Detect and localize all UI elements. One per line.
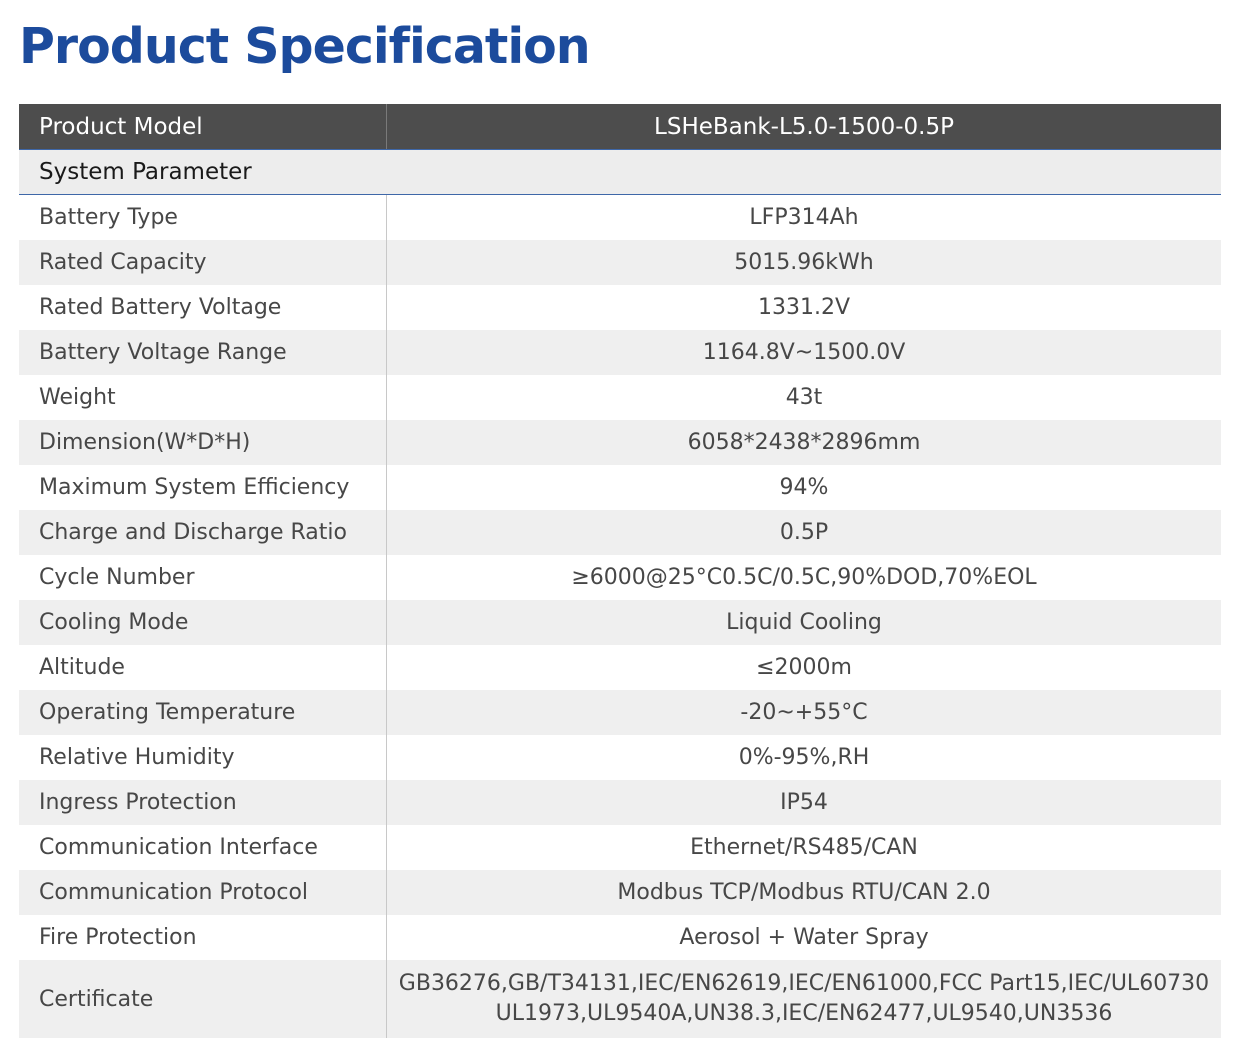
row-label: Battery Type	[19, 195, 387, 240]
table-row: Dimension(W*D*H) 6058*2438*2896mm	[19, 420, 1221, 465]
row-value: Liquid Cooling	[726, 610, 882, 635]
row-label: Cooling Mode	[19, 600, 387, 645]
table-row: Ingress Protection IP54	[19, 780, 1221, 825]
row-value: -20~+55°C	[740, 700, 868, 725]
row-label: Relative Humidity	[19, 735, 387, 780]
table-row: Charge and Discharge Ratio 0.5P	[19, 510, 1221, 555]
table-row: Operating Temperature -20~+55°C	[19, 690, 1221, 735]
table-row: Fire Protection Aerosol + Water Spray	[19, 915, 1221, 960]
row-label: Fire Protection	[19, 915, 387, 960]
row-label: Weight	[19, 375, 387, 420]
table-row: Maximum System Efficiency 94%	[19, 465, 1221, 510]
row-label: Charge and Discharge Ratio	[19, 510, 387, 555]
row-value: ≤2000m	[756, 655, 852, 680]
table-row: Communication Protocol Modbus TCP/Modbus…	[19, 870, 1221, 915]
row-value: 5015.96kWh	[734, 250, 874, 275]
row-value: LFP314Ah	[749, 205, 859, 230]
section-title: System Parameter	[39, 159, 252, 185]
row-label: Battery Voltage Range	[19, 330, 387, 375]
certificate-line-1: GB36276,GB/T34131,IEC/EN62619,IEC/EN6100…	[398, 971, 1210, 996]
row-value: Modbus TCP/Modbus RTU/CAN 2.0	[617, 880, 991, 905]
row-value: 1164.8V~1500.0V	[702, 340, 906, 365]
table-row: Rated Battery Voltage 1331.2V	[19, 285, 1221, 330]
table-row-certificate: Certificate GB36276,GB/T34131,IEC/EN6261…	[19, 960, 1221, 1038]
row-value: 0%-95%,RH	[738, 745, 870, 770]
row-label: Ingress Protection	[19, 780, 387, 825]
row-label: Maximum System Efficiency	[19, 465, 387, 510]
table-row: Cycle Number ≥6000@25°C0.5C/0.5C,90%DOD,…	[19, 555, 1221, 600]
table-row: Battery Type LFP314Ah	[19, 195, 1221, 240]
row-value: GB36276,GB/T34131,IEC/EN62619,IEC/EN6100…	[387, 960, 1221, 1038]
row-value: Aerosol + Water Spray	[679, 925, 929, 950]
row-label: Communication Interface	[19, 825, 387, 870]
row-label: Cycle Number	[19, 555, 387, 600]
header-value: LSHeBank-L5.0-1500-0.5P	[654, 113, 954, 140]
table-row: Weight 43t	[19, 375, 1221, 420]
row-value: Ethernet/RS485/CAN	[690, 835, 918, 860]
spec-table: Product Model LSHeBank-L5.0-1500-0.5P Sy…	[19, 104, 1221, 1038]
row-label: Rated Capacity	[19, 240, 387, 285]
section-row: System Parameter	[19, 150, 1221, 195]
row-label: Communication Protocol	[19, 870, 387, 915]
row-label: Rated Battery Voltage	[19, 285, 387, 330]
header-label: Product Model	[19, 104, 387, 149]
certificate-line-2: UL1973,UL9540A,UN38.3,IEC/EN62477,UL9540…	[495, 1001, 1113, 1026]
table-row: Communication Interface Ethernet/RS485/C…	[19, 825, 1221, 870]
table-header-row: Product Model LSHeBank-L5.0-1500-0.5P	[19, 104, 1221, 150]
row-label: Certificate	[19, 960, 387, 1038]
row-value: 94%	[779, 475, 829, 500]
row-label: Dimension(W*D*H)	[19, 420, 387, 465]
row-value: 43t	[785, 385, 823, 410]
row-value: IP54	[780, 790, 828, 815]
row-label: Altitude	[19, 645, 387, 690]
table-row: Battery Voltage Range 1164.8V~1500.0V	[19, 330, 1221, 375]
page-title: Product Specification	[19, 18, 591, 75]
row-value: 6058*2438*2896mm	[687, 430, 921, 455]
table-row: Rated Capacity 5015.96kWh	[19, 240, 1221, 285]
row-value: 0.5P	[779, 520, 829, 545]
table-row: Altitude ≤2000m	[19, 645, 1221, 690]
row-label: Operating Temperature	[19, 690, 387, 735]
row-value: ≥6000@25°C0.5C/0.5C,90%DOD,70%EOL	[571, 565, 1037, 590]
table-row: Relative Humidity 0%-95%,RH	[19, 735, 1221, 780]
row-value: 1331.2V	[757, 295, 851, 320]
table-row: Cooling Mode Liquid Cooling	[19, 600, 1221, 645]
